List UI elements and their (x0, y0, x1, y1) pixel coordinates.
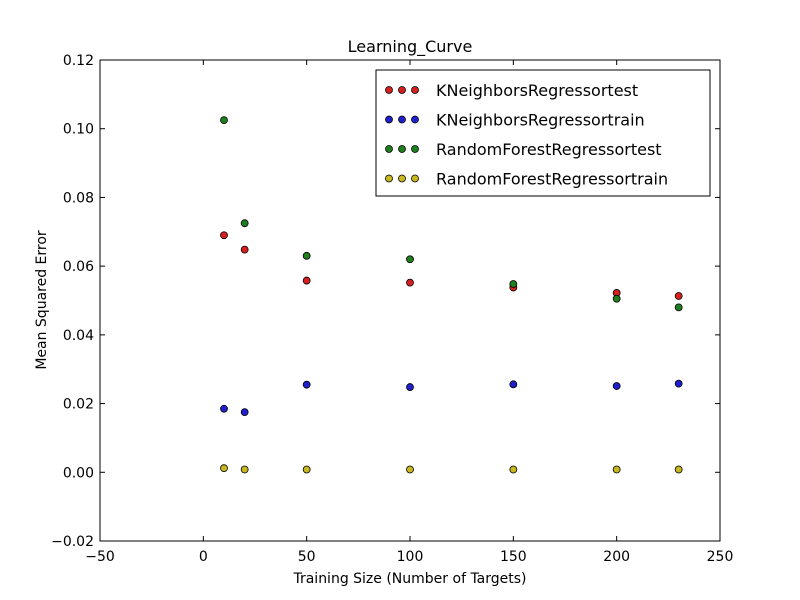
chart-title: Learning_Curve (348, 37, 473, 57)
y-tick-label: 0.04 (63, 328, 94, 344)
legend-marker (412, 146, 419, 153)
legend-marker (399, 116, 406, 123)
legend-marker (412, 175, 419, 182)
legend-marker (399, 175, 406, 182)
y-tick-label: 0.08 (63, 190, 94, 206)
data-point (510, 466, 517, 473)
data-point (241, 246, 248, 253)
x-tick-label: 100 (397, 549, 424, 565)
x-tick-label: −50 (85, 549, 115, 565)
data-point (613, 383, 620, 390)
data-point (613, 466, 620, 473)
y-tick-label: 0.02 (63, 397, 94, 413)
x-tick-label: 250 (707, 549, 734, 565)
legend-marker (412, 116, 419, 123)
data-point (675, 304, 682, 311)
data-point (407, 466, 414, 473)
data-point (675, 293, 682, 300)
data-point (675, 466, 682, 473)
y-tick-label: 0.12 (63, 53, 94, 69)
data-point (221, 117, 228, 124)
data-point (407, 279, 414, 286)
data-point (241, 409, 248, 416)
legend-marker (412, 87, 419, 94)
data-point (303, 381, 310, 388)
data-point (303, 252, 310, 259)
y-tick-label: −0.02 (51, 534, 94, 550)
legend-marker (399, 87, 406, 94)
x-tick-label: 200 (603, 549, 630, 565)
legend-marker (386, 116, 393, 123)
x-axis-label: Training Size (Number of Targets) (292, 571, 526, 587)
data-point (221, 465, 228, 472)
data-point (221, 232, 228, 239)
legend-marker (399, 146, 406, 153)
x-tick-label: 50 (298, 549, 316, 565)
data-point (407, 256, 414, 263)
data-point (407, 384, 414, 391)
legend-label: KNeighborsRegressortrain (436, 111, 645, 130)
legend-marker (386, 87, 393, 94)
data-point (303, 466, 310, 473)
legend: KNeighborsRegressortest KNeighborsRegress… (376, 70, 710, 196)
data-point (510, 381, 517, 388)
data-point (675, 380, 682, 387)
y-tick-label: 0.06 (63, 259, 94, 275)
legend-label: KNeighborsRegressortest (436, 81, 638, 100)
data-point (221, 405, 228, 412)
data-point (303, 277, 310, 284)
legend-label: RandomForestRegressortrain (436, 170, 668, 189)
x-tick-label: 0 (199, 549, 208, 565)
y-tick-label: 0.10 (63, 122, 94, 138)
y-axis-label: Mean Squared Error (34, 230, 50, 370)
legend-marker (386, 146, 393, 153)
data-point (241, 466, 248, 473)
x-tick-label: 150 (500, 549, 527, 565)
legend-marker (386, 175, 393, 182)
y-tick-label: 0.00 (63, 465, 94, 481)
legend-label: RandomForestRegressortest (436, 140, 662, 159)
data-point (613, 295, 620, 302)
data-point (241, 220, 248, 227)
data-point (510, 281, 517, 288)
